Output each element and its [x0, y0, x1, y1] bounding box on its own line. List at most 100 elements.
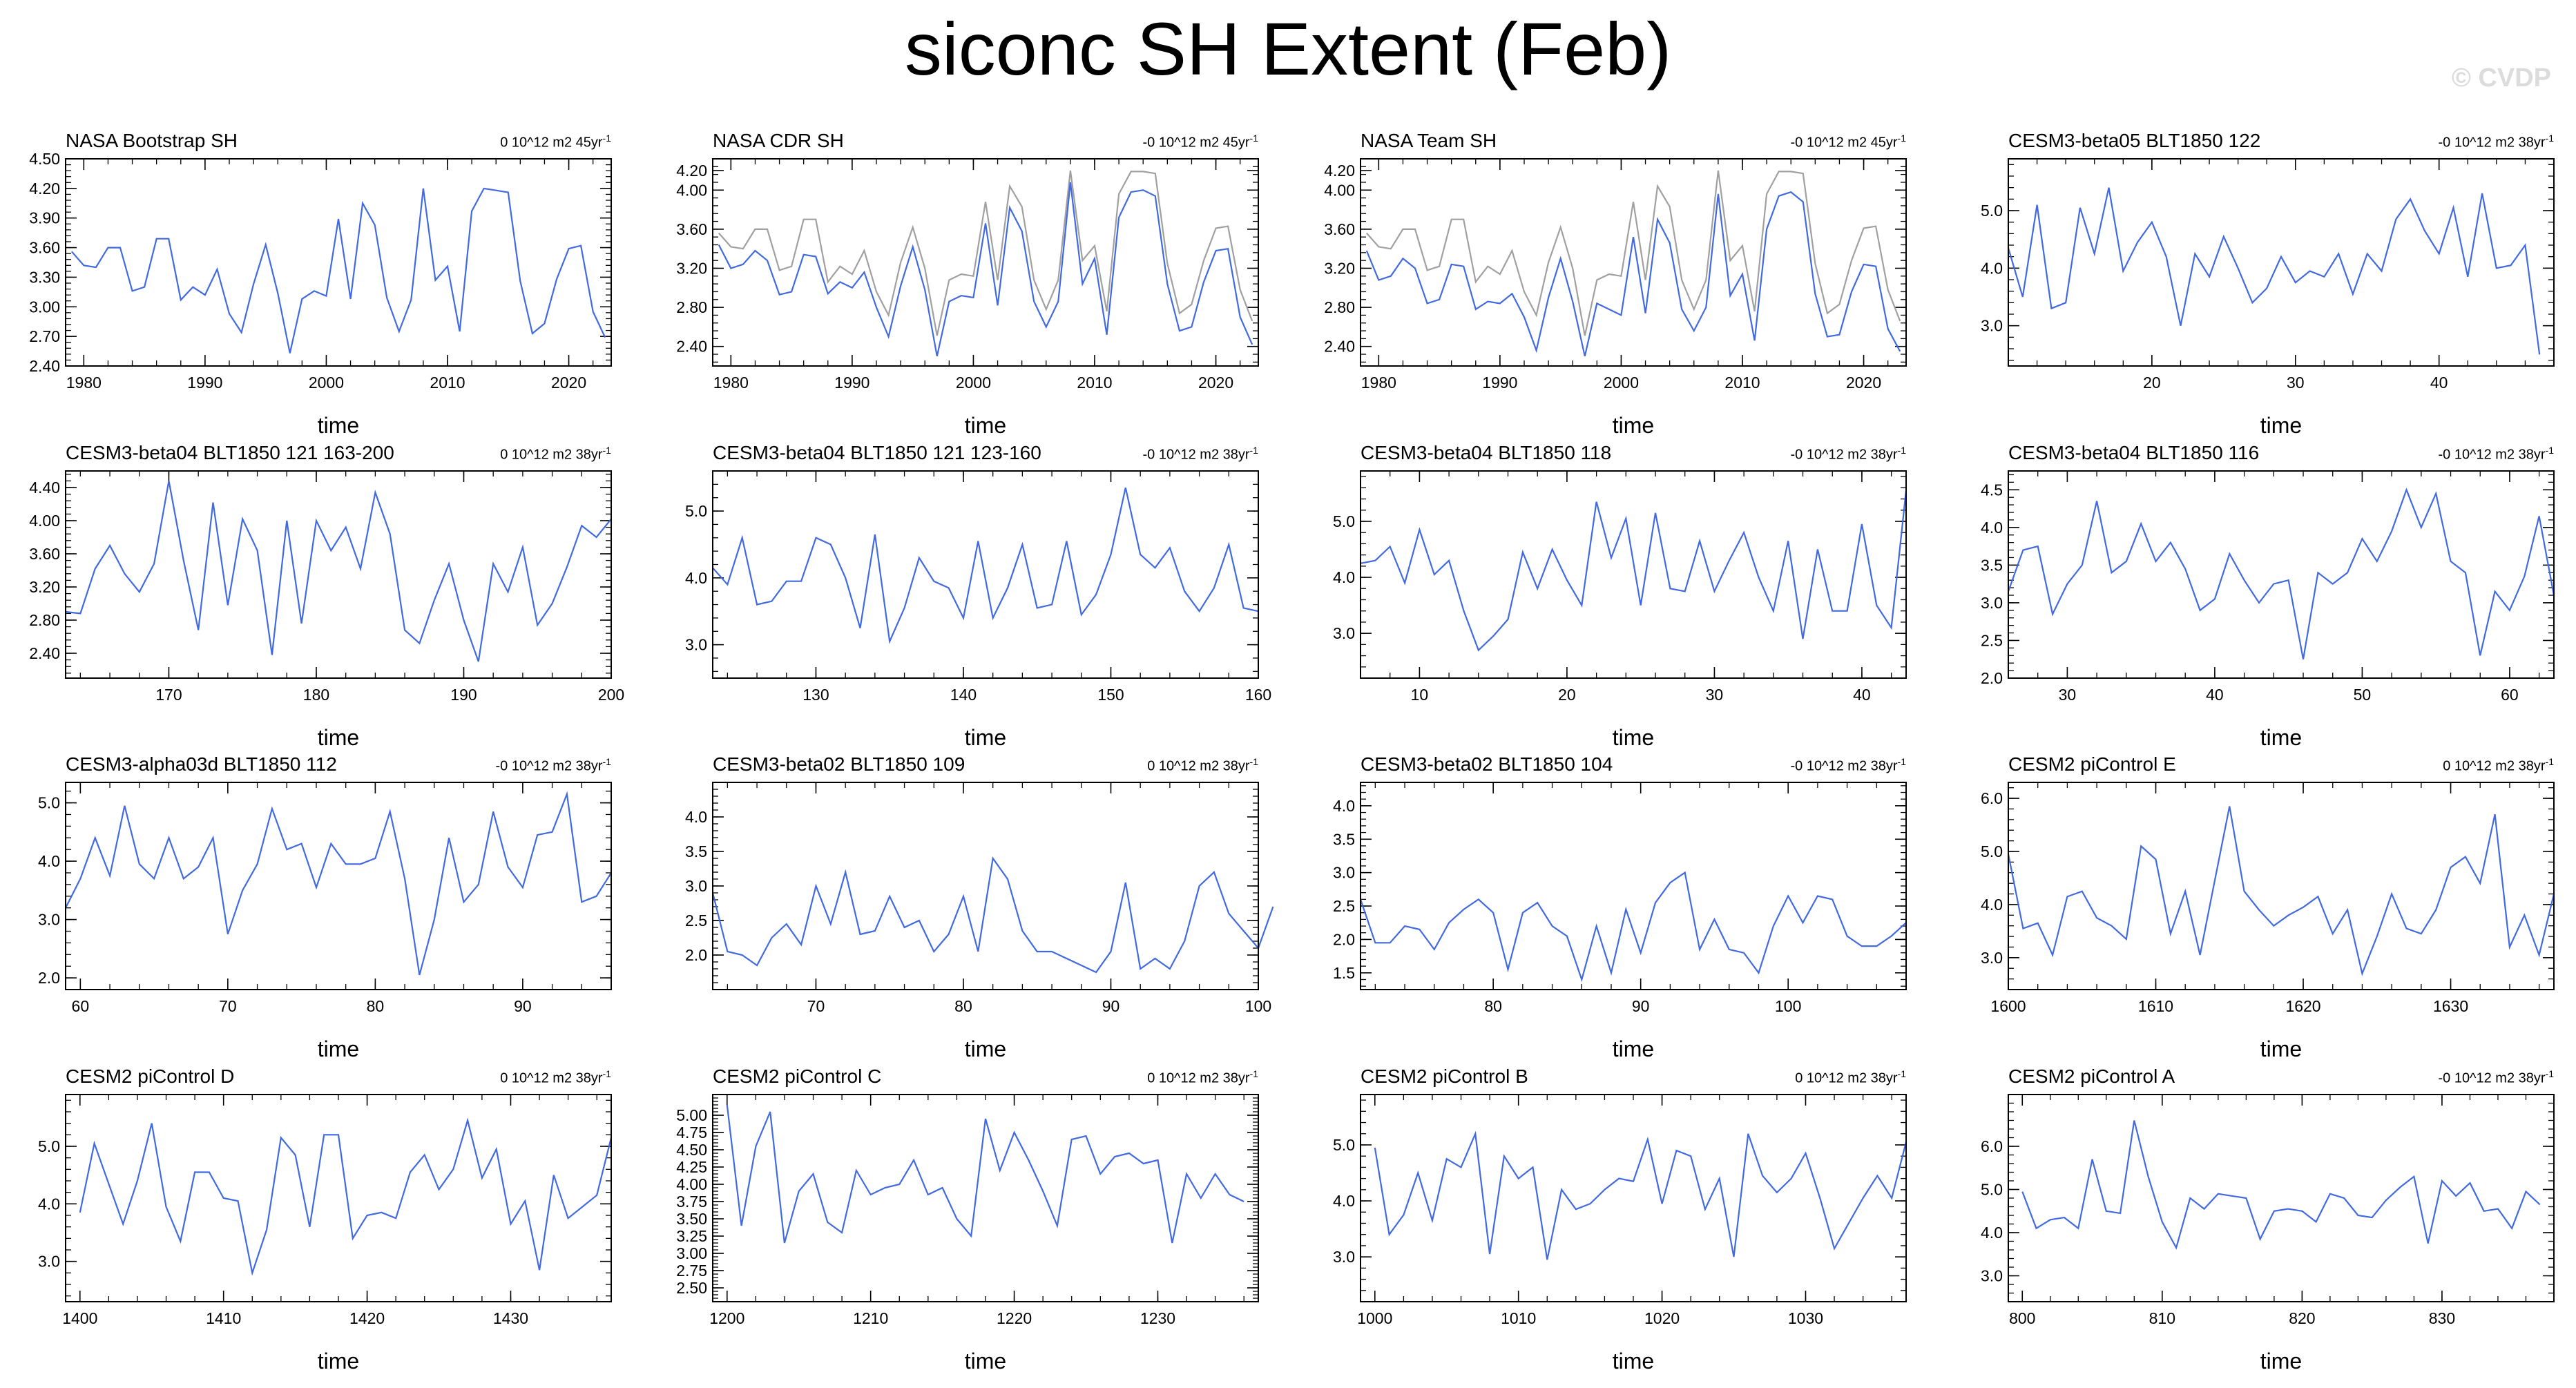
y-tick-label: 5.0 — [1333, 1136, 1355, 1154]
series-line — [79, 1117, 613, 1276]
y-tick-label: 3.60 — [29, 239, 60, 257]
trend-label: -0 10^12 m2 38yr-1 — [2438, 1068, 2554, 1086]
plot-frame — [2008, 1094, 2555, 1302]
y-tick-label: 5.0 — [1333, 512, 1355, 530]
plot-frame — [712, 470, 1259, 679]
chart-panel: CESM3-beta04 BLT1850 121 163-200 0 10^12 … — [3, 430, 625, 754]
y-tick-label: 5.0 — [685, 502, 707, 520]
y-tick-label: 2.5 — [1333, 897, 1355, 915]
panel-title: CESM3-beta02 BLT1850 109 — [713, 753, 965, 775]
chart-panel: CESM3-beta02 BLT1850 109 0 10^12 m2 38yr-… — [651, 741, 1274, 1066]
series-line — [2007, 187, 2541, 355]
y-tick-label: 4.0 — [1981, 259, 2003, 277]
y-tick-label: 5.0 — [38, 1137, 60, 1155]
x-axis-label: time — [2260, 1349, 2303, 1373]
plot-frame — [65, 470, 612, 679]
x-tick-label: 50 — [2354, 686, 2372, 704]
trend-label: 0 10^12 m2 38yr-1 — [1147, 756, 1258, 774]
y-tick-label: 3.00 — [29, 298, 60, 316]
series-line — [1359, 871, 1907, 983]
y-tick-label: 2.80 — [1324, 298, 1355, 316]
watermark: © CVDP — [2451, 64, 2551, 93]
x-tick-label: 2000 — [309, 374, 344, 392]
y-tick-label: 2.80 — [29, 611, 60, 629]
page-title: siconc SH Extent (Feb) — [904, 7, 1672, 90]
x-tick-label: 2020 — [551, 374, 586, 392]
y-tick-label: 4.0 — [1981, 896, 2003, 914]
chart-plot: 1.5 2.0 2.5 3.0 3.5 4.0 80 90 100 — [1333, 782, 1907, 1015]
x-tick-label: 100 — [1775, 997, 1801, 1015]
plot-frame — [2008, 470, 2555, 679]
y-tick-label: 3.50 — [676, 1210, 707, 1228]
chart-panel: NASA CDR SH -0 10^12 m2 45yr-1 time 2.40 2.8… — [651, 117, 1272, 442]
x-tick-label: 30 — [1706, 686, 1724, 704]
chart-plot: 3.0 4.0 5.0 10 20 30 40 — [1333, 470, 1907, 704]
y-tick-label: 6.0 — [1981, 789, 2003, 807]
x-tick-label: 20 — [1558, 686, 1576, 704]
trend-label: 0 10^12 m2 38yr-1 — [500, 1068, 611, 1086]
x-tick-label: 80 — [367, 997, 385, 1015]
chart-plot: 2.0 3.0 4.0 5.0 60 70 80 90 — [38, 782, 612, 1015]
trend-label: -0 10^12 m2 45yr-1 — [1790, 133, 1906, 151]
chart-panel: NASA Team SH -0 10^12 m2 45yr-1 time 2.40 2.… — [1298, 117, 1920, 442]
x-tick-label: 830 — [2429, 1309, 2455, 1327]
y-tick-label: 2.5 — [685, 912, 707, 929]
x-tick-label: 1400 — [62, 1309, 97, 1327]
y-tick-label: 2.0 — [38, 969, 60, 987]
panel-title: CESM3-beta04 BLT1850 116 — [2008, 442, 2260, 463]
y-tick-label: 3.0 — [1333, 624, 1355, 642]
y-tick-label: 2.40 — [1324, 338, 1355, 356]
y-tick-label: 4.00 — [29, 512, 60, 530]
x-axis-label: time — [317, 725, 360, 750]
y-tick-label: 3.90 — [29, 209, 60, 227]
plot-frame — [2008, 158, 2555, 367]
chart-panel: CESM2 piControl A -0 10^12 m2 38yr-1 time 3… — [1946, 1053, 2568, 1378]
series-line — [70, 187, 606, 354]
x-tick-label: 1980 — [1361, 374, 1396, 392]
x-tick-label: 80 — [1484, 997, 1502, 1015]
x-tick-label: 90 — [1102, 997, 1120, 1015]
y-tick-label: 4.20 — [1324, 162, 1355, 180]
y-tick-label: 4.40 — [29, 479, 60, 497]
y-tick-label: 2.0 — [685, 946, 707, 964]
y-tick-label: 2.0 — [1981, 669, 2003, 687]
chart-panel: NASA Bootstrap SH 0 10^12 m2 45yr-1 time 2.… — [3, 117, 625, 442]
y-tick-label: 5.0 — [1981, 842, 2003, 860]
y-tick-label: 4.00 — [1324, 181, 1355, 199]
panel-title: NASA Bootstrap SH — [66, 130, 238, 151]
series-line — [2007, 806, 2555, 976]
y-tick-label: 2.40 — [29, 357, 60, 375]
y-tick-label: 4.00 — [676, 1175, 707, 1193]
x-axis-label: time — [964, 725, 1007, 750]
chart-panel: CESM3-beta04 BLT1850 121 123-160 -0 10^12… — [651, 430, 1272, 754]
x-tick-label: 1600 — [1990, 997, 2026, 1015]
x-tick-label: 150 — [1097, 686, 1124, 704]
y-tick-label: 3.5 — [685, 842, 707, 860]
y-tick-label: 5.0 — [1981, 1181, 2003, 1199]
series-line — [1374, 1130, 1907, 1260]
x-tick-label: 1990 — [1482, 374, 1517, 392]
chart-plot: 2.0 2.5 3.0 3.5 4.0 70 80 90 100 — [685, 782, 1274, 1015]
y-tick-label: 3.20 — [676, 259, 707, 277]
x-tick-label: 30 — [2059, 686, 2077, 704]
x-tick-label: 170 — [155, 686, 182, 704]
x-tick-label: 40 — [1853, 686, 1871, 704]
chart-panel: CESM3-beta02 BLT1850 104 -0 10^12 m2 38yr… — [1298, 741, 1920, 1066]
x-tick-label: 1210 — [853, 1309, 888, 1327]
x-tick-label: 1010 — [1501, 1309, 1536, 1327]
y-tick-label: 4.0 — [1981, 519, 2003, 537]
chart-panel: CESM2 piControl E 0 10^12 m2 38yr-1 time 3.… — [1946, 741, 2568, 1066]
y-tick-label: 4.5 — [1981, 481, 2003, 499]
x-axis-label: time — [1612, 1037, 1655, 1061]
x-tick-label: 60 — [2501, 686, 2519, 704]
x-tick-label: 1980 — [713, 374, 749, 392]
chart-panel: CESM2 piControl C 0 10^12 m2 38yr-1 time 2.… — [651, 1053, 1272, 1378]
x-axis-label: time — [1612, 1349, 1655, 1373]
x-tick-label: 1610 — [2138, 997, 2173, 1015]
y-tick-label: 2.0 — [1333, 930, 1355, 948]
series-line — [65, 791, 612, 976]
panel-title: CESM3-beta04 BLT1850 121 123-160 — [713, 442, 1041, 463]
x-tick-label: 1230 — [1140, 1309, 1175, 1327]
y-tick-label: 3.30 — [29, 268, 60, 286]
x-axis-label: time — [1612, 413, 1655, 438]
